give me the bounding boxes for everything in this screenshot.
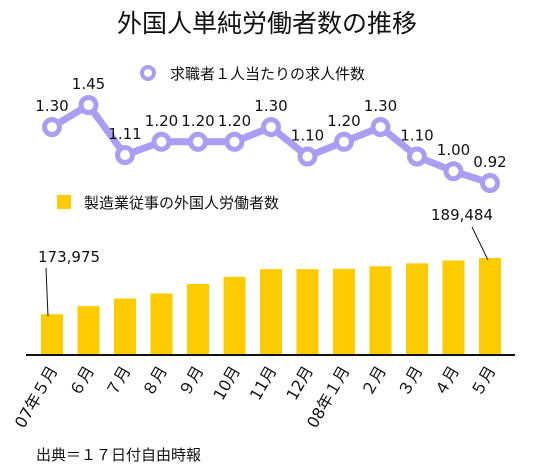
line-point-label: 1.20 (145, 112, 178, 130)
bar (260, 269, 282, 354)
line-point-label: 1.30 (364, 97, 397, 115)
bar (187, 284, 209, 354)
x-tick-label: ５月 (467, 363, 499, 400)
bar (77, 306, 100, 354)
x-tick-label: ４月 (431, 363, 463, 400)
legend-bar-label: 製造業従事の外国人労働者数 (84, 194, 279, 212)
line-point (370, 117, 391, 138)
line-point-label: 1.20 (181, 112, 214, 130)
legend-bar-marker (57, 195, 71, 209)
line-point-label: 1.20 (327, 112, 360, 130)
line-point (334, 131, 354, 152)
x-tick-label: 12月 (282, 363, 317, 404)
line-point-label: 1.10 (291, 127, 324, 145)
bar-callout-line (45, 267, 49, 317)
legend-line: 求職者１人当たりの求人件数 (140, 65, 365, 83)
line-point-label: 1.00 (437, 141, 470, 159)
x-tick-label: 07年５月 (11, 363, 62, 432)
bar-series (41, 258, 501, 354)
x-tick-label: ２月 (358, 363, 390, 400)
chart-title: 外国人単純労働者数の推移 (117, 9, 417, 38)
line-point (151, 131, 172, 152)
line-point-label: 1.10 (400, 127, 433, 145)
bar-value-label: 173,975 (38, 248, 100, 266)
line-point (480, 173, 500, 193)
bar-callout-line (471, 226, 489, 261)
line-point-label: 1.30 (254, 97, 287, 115)
legend-bar: 製造業従事の外国人労働者数 (57, 194, 279, 212)
line-point (188, 131, 208, 152)
legend-line-label: 求職者１人当たりの求人件数 (170, 65, 365, 83)
line-point-label: 1.11 (108, 125, 141, 143)
bar (406, 263, 428, 354)
x-tick-label: ８月 (139, 363, 171, 400)
line-point-label: 1.30 (35, 97, 68, 115)
bar-callouts: 173,975 189,484 (38, 206, 493, 317)
line-point (78, 95, 99, 115)
line-point (443, 161, 464, 182)
line-point (224, 131, 245, 152)
x-tick-label: ３月 (394, 363, 426, 400)
line-series: 1.301.451.111.20 1.20 1.201.301.101.201.30… (35, 75, 507, 193)
x-tick-label: ６月 (66, 363, 98, 400)
bar (41, 314, 63, 354)
x-tick-label: ９月 (175, 363, 207, 400)
bar (296, 269, 319, 354)
x-tick-label: 11月 (246, 363, 281, 404)
line-point-label: 1.45 (72, 75, 105, 93)
line-point (407, 146, 427, 167)
line-point (115, 145, 135, 166)
x-tick-label: ７月 (102, 363, 134, 400)
line-point-label: 0.92 (473, 153, 506, 171)
source-note: 出典＝１７日付自由時報 (36, 446, 201, 464)
line-point (42, 117, 62, 138)
line-point-label: 1.20 (218, 112, 251, 130)
bar (479, 258, 501, 354)
bar-value-label: 189,484 (431, 206, 493, 224)
bar (442, 260, 465, 354)
line-point (261, 117, 281, 138)
bar (150, 293, 173, 354)
legend-line-marker (140, 65, 156, 81)
bar (333, 268, 355, 354)
x-tick-label: 10月 (209, 363, 244, 404)
bar (369, 266, 392, 354)
line-point (297, 146, 318, 167)
bar (114, 298, 136, 354)
bar (223, 276, 246, 354)
